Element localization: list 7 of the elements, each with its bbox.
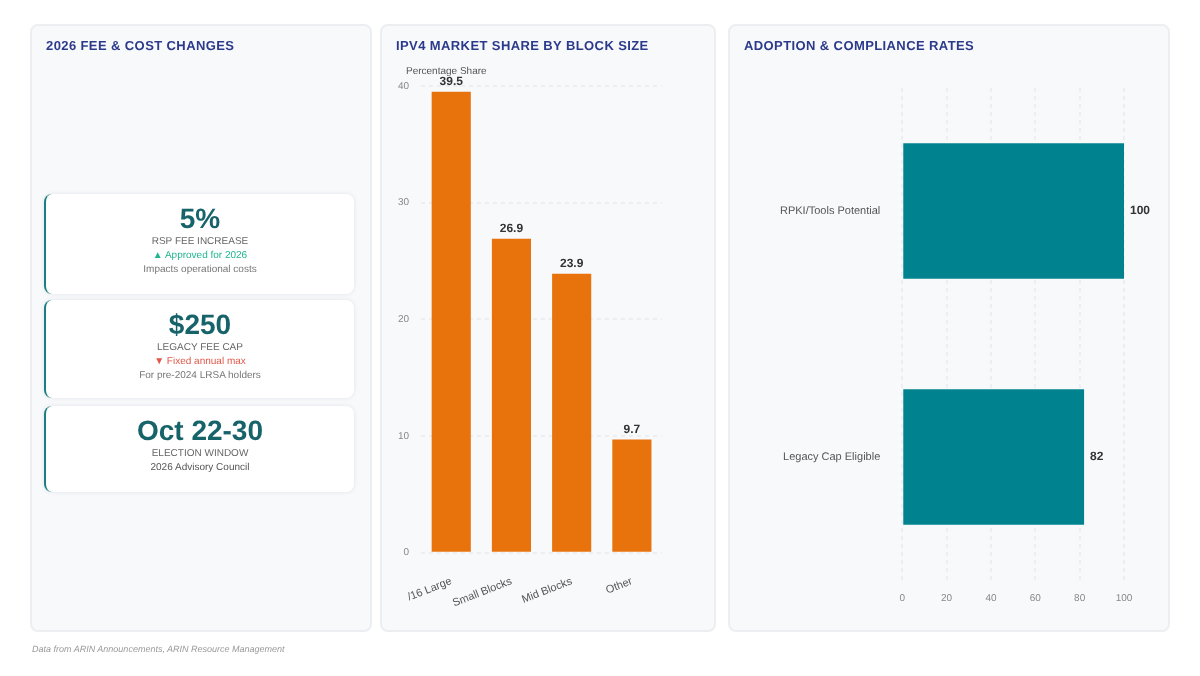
text: $250 (166, 308, 234, 342)
bar (491, 238, 532, 552)
bar (612, 439, 652, 552)
text: Oct 22-30 (134, 414, 266, 448)
bar (552, 273, 592, 552)
text: 5% (177, 202, 223, 236)
bar (431, 91, 471, 552)
